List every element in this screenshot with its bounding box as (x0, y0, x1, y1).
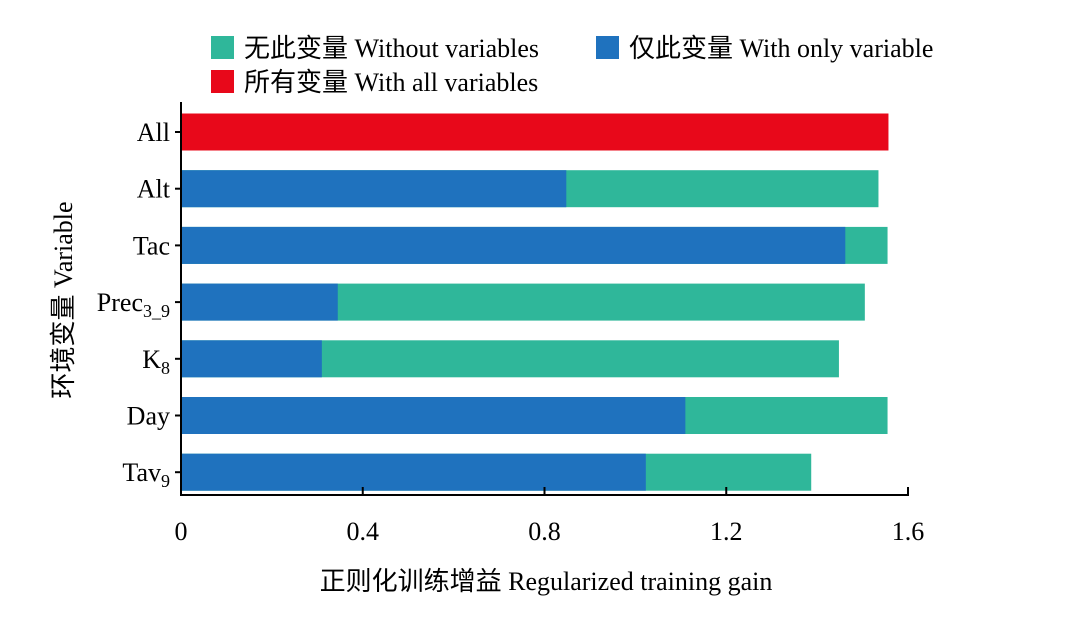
category-label-k-8: K8 (142, 345, 170, 378)
x-tick-label-1-2: 1.2 (710, 517, 743, 546)
bar-with-only-variable-tac (181, 226, 846, 264)
category-label-day: Day (127, 402, 170, 431)
category-label-tav-9: Tav9 (122, 458, 170, 491)
bar-with-only-variable-tav-9 (181, 453, 646, 491)
bar-with-only-variable-alt (181, 170, 567, 208)
legend-label-without-variables: 无此变量 Without variables (244, 34, 539, 63)
x-tick-label-0-8: 0.8 (528, 517, 561, 546)
bar-with-only-variable-day (181, 397, 686, 434)
bar-with-only-variable-prec-3-9 (181, 283, 338, 321)
x-ticks: 0 0.4 0.8 1.2 1.6 (175, 487, 925, 546)
category-label-prec-3-9: Prec3_9 (97, 288, 170, 321)
legend-swatch-without-variables (211, 36, 234, 59)
y-ticks (175, 131, 181, 474)
x-axis-title: 正则化训练增益 Regularized training gain (320, 567, 773, 596)
category-labels: All Alt Tac Prec3_9 K8 Day Tav9 (97, 118, 171, 491)
legend: 无此变量 Without variables 仅此变量 With only va… (211, 34, 933, 97)
y-axis-title: 环境变量 Variable (49, 201, 78, 398)
category-label-tac: Tac (133, 231, 170, 260)
x-tick-label-1-6: 1.6 (892, 517, 925, 546)
bars (181, 113, 889, 491)
legend-swatch-with-only-variable (596, 36, 619, 59)
category-label-alt: Alt (137, 175, 171, 204)
legend-swatch-with-all-variables (211, 70, 234, 93)
x-tick-label-0: 0 (175, 517, 188, 546)
bar-with-only-variable-k-8 (181, 340, 322, 378)
legend-label-with-only-variable: 仅此变量 With only variable (629, 34, 933, 63)
x-tick-label-0-4: 0.4 (347, 517, 380, 546)
legend-label-with-all-variables: 所有变量 With all variables (244, 68, 538, 97)
bar-with-all-variables-all (181, 113, 889, 151)
category-label-all: All (137, 118, 170, 147)
